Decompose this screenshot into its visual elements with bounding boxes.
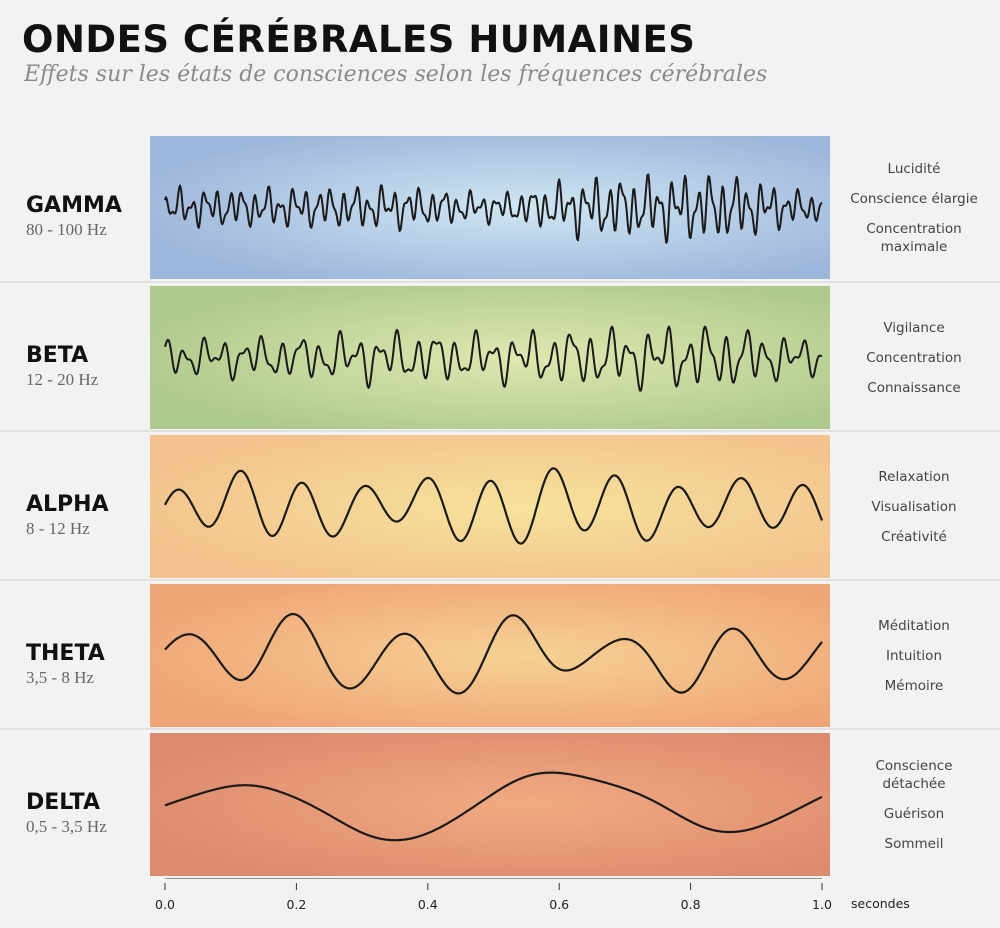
effects-beta: Vigilance Concentration Connaissance xyxy=(838,283,990,432)
wave-line-delta xyxy=(164,771,823,842)
panel-background xyxy=(150,136,830,279)
panel-background xyxy=(150,733,830,876)
effect-text: Connaissance xyxy=(867,379,961,396)
axis-title: secondes xyxy=(851,896,910,911)
band-frequency: 0,5 - 3,5 Hz xyxy=(26,817,107,836)
effects-alpha: Relaxation Visualisation Créativité xyxy=(838,432,990,581)
wave-panel-beta xyxy=(150,286,830,429)
axis-tick-label: 0.0 xyxy=(155,897,175,912)
effect-text: Créativité xyxy=(881,528,947,545)
wave-svg xyxy=(150,136,830,279)
axis-tick-label: 1.0 xyxy=(812,897,832,912)
row-separator xyxy=(0,728,1000,730)
band-frequency: 8 - 12 Hz xyxy=(26,519,90,538)
wave-svg xyxy=(150,435,830,578)
band-frequency: 12 - 20 Hz xyxy=(26,370,99,389)
band-name: THETA xyxy=(26,641,105,666)
row-separator xyxy=(0,281,1000,283)
axis-tick-label: 0.4 xyxy=(418,897,438,912)
band-name: BETA xyxy=(26,343,89,368)
effect-text: Concentration xyxy=(866,349,962,366)
effect-text: Concentration maximale xyxy=(866,220,962,255)
effect-text: Intuition xyxy=(886,647,942,664)
panel-background xyxy=(150,286,830,429)
effects-delta: Conscience détachée Guérison Sommeil xyxy=(838,730,990,879)
band-frequency: 3,5 - 8 Hz xyxy=(26,668,94,687)
effect-text: Lucidité xyxy=(887,160,941,177)
band-label-gamma: GAMMA 80 - 100 Hz xyxy=(26,193,122,241)
page-subtitle: Effets sur les états de consciences selo… xyxy=(24,62,768,87)
wave-panel-delta xyxy=(150,733,830,876)
effect-text: Visualisation xyxy=(871,498,957,515)
band-name: GAMMA xyxy=(26,193,122,218)
wave-panel-gamma xyxy=(150,136,830,279)
effect-text: Vigilance xyxy=(883,319,945,336)
effect-text: Relaxation xyxy=(878,468,950,485)
band-frequency: 80 - 100 Hz xyxy=(26,220,107,239)
axis-tick-label: 0.6 xyxy=(549,897,569,912)
effect-text: Mémoire xyxy=(884,677,944,694)
time-axis: 0.0 0.2 0.4 0.6 0.8 1.0 xyxy=(155,878,832,912)
wave-svg xyxy=(150,733,830,876)
band-label-delta: DELTA 0,5 - 3,5 Hz xyxy=(26,790,107,838)
band-label-beta: BETA 12 - 20 Hz xyxy=(26,343,98,391)
panel-background xyxy=(150,435,830,578)
effect-text: Guérison xyxy=(883,805,945,822)
wave-svg xyxy=(150,286,830,429)
effect-text: Méditation xyxy=(878,617,950,634)
effect-text: Conscience élargie xyxy=(850,190,978,207)
page-title: ONDES CÉRÉBRALES HUMAINES xyxy=(22,18,696,61)
band-name: ALPHA xyxy=(26,492,109,517)
effects-theta: Méditation Intuition Mémoire xyxy=(838,581,990,730)
wave-panel-alpha xyxy=(150,435,830,578)
effects-gamma: Lucidité Conscience élargie Concentration m… xyxy=(838,133,990,282)
wave-line-theta xyxy=(164,612,823,695)
effect-text: Conscience détachée xyxy=(875,757,953,792)
band-label-theta: THETA 3,5 - 8 Hz xyxy=(26,641,105,689)
row-separator xyxy=(0,579,1000,581)
panel-background xyxy=(150,584,830,727)
band-name: DELTA xyxy=(26,790,100,815)
wave-line-gamma xyxy=(164,173,823,244)
axis-tick-label: 0.8 xyxy=(681,897,701,912)
effect-text: Sommeil xyxy=(884,835,944,852)
axis-tick-label: 0.2 xyxy=(286,897,306,912)
row-separator xyxy=(0,430,1000,432)
band-label-alpha: ALPHA 8 - 12 Hz xyxy=(26,492,109,540)
wave-panel-theta xyxy=(150,584,830,727)
wave-line-alpha xyxy=(164,467,824,545)
wave-line-beta xyxy=(164,325,823,392)
wave-svg xyxy=(150,584,830,727)
